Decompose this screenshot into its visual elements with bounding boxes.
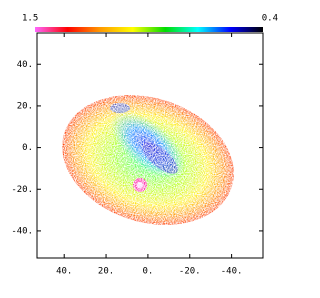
- chart: 1.5 0.4 40. 20. 0. -20. -40. 40. 20. 0. -20. -40.: [11, 14, 278, 277]
- y-tick-label: -40.: [11, 226, 33, 236]
- colorbar-label: 1.5: [22, 14, 38, 24]
- x-tick-label: 40.: [56, 267, 72, 277]
- y-tick-label: 0.: [22, 143, 33, 153]
- x-tick-label: -20.: [179, 267, 201, 277]
- x-tick-label: 20.: [98, 267, 114, 277]
- plot-frame: [36, 32, 264, 259]
- y-tick-label: 20.: [17, 101, 33, 111]
- y-tick-label: 40.: [17, 60, 33, 70]
- x-tick-label: -40.: [221, 267, 243, 277]
- colorbar-label: 0.4: [262, 14, 278, 24]
- y-tick-label: -20.: [11, 185, 33, 195]
- galaxy-image: [62, 95, 234, 225]
- x-tick-label: 0.: [142, 267, 153, 277]
- colorbar: [35, 27, 263, 32]
